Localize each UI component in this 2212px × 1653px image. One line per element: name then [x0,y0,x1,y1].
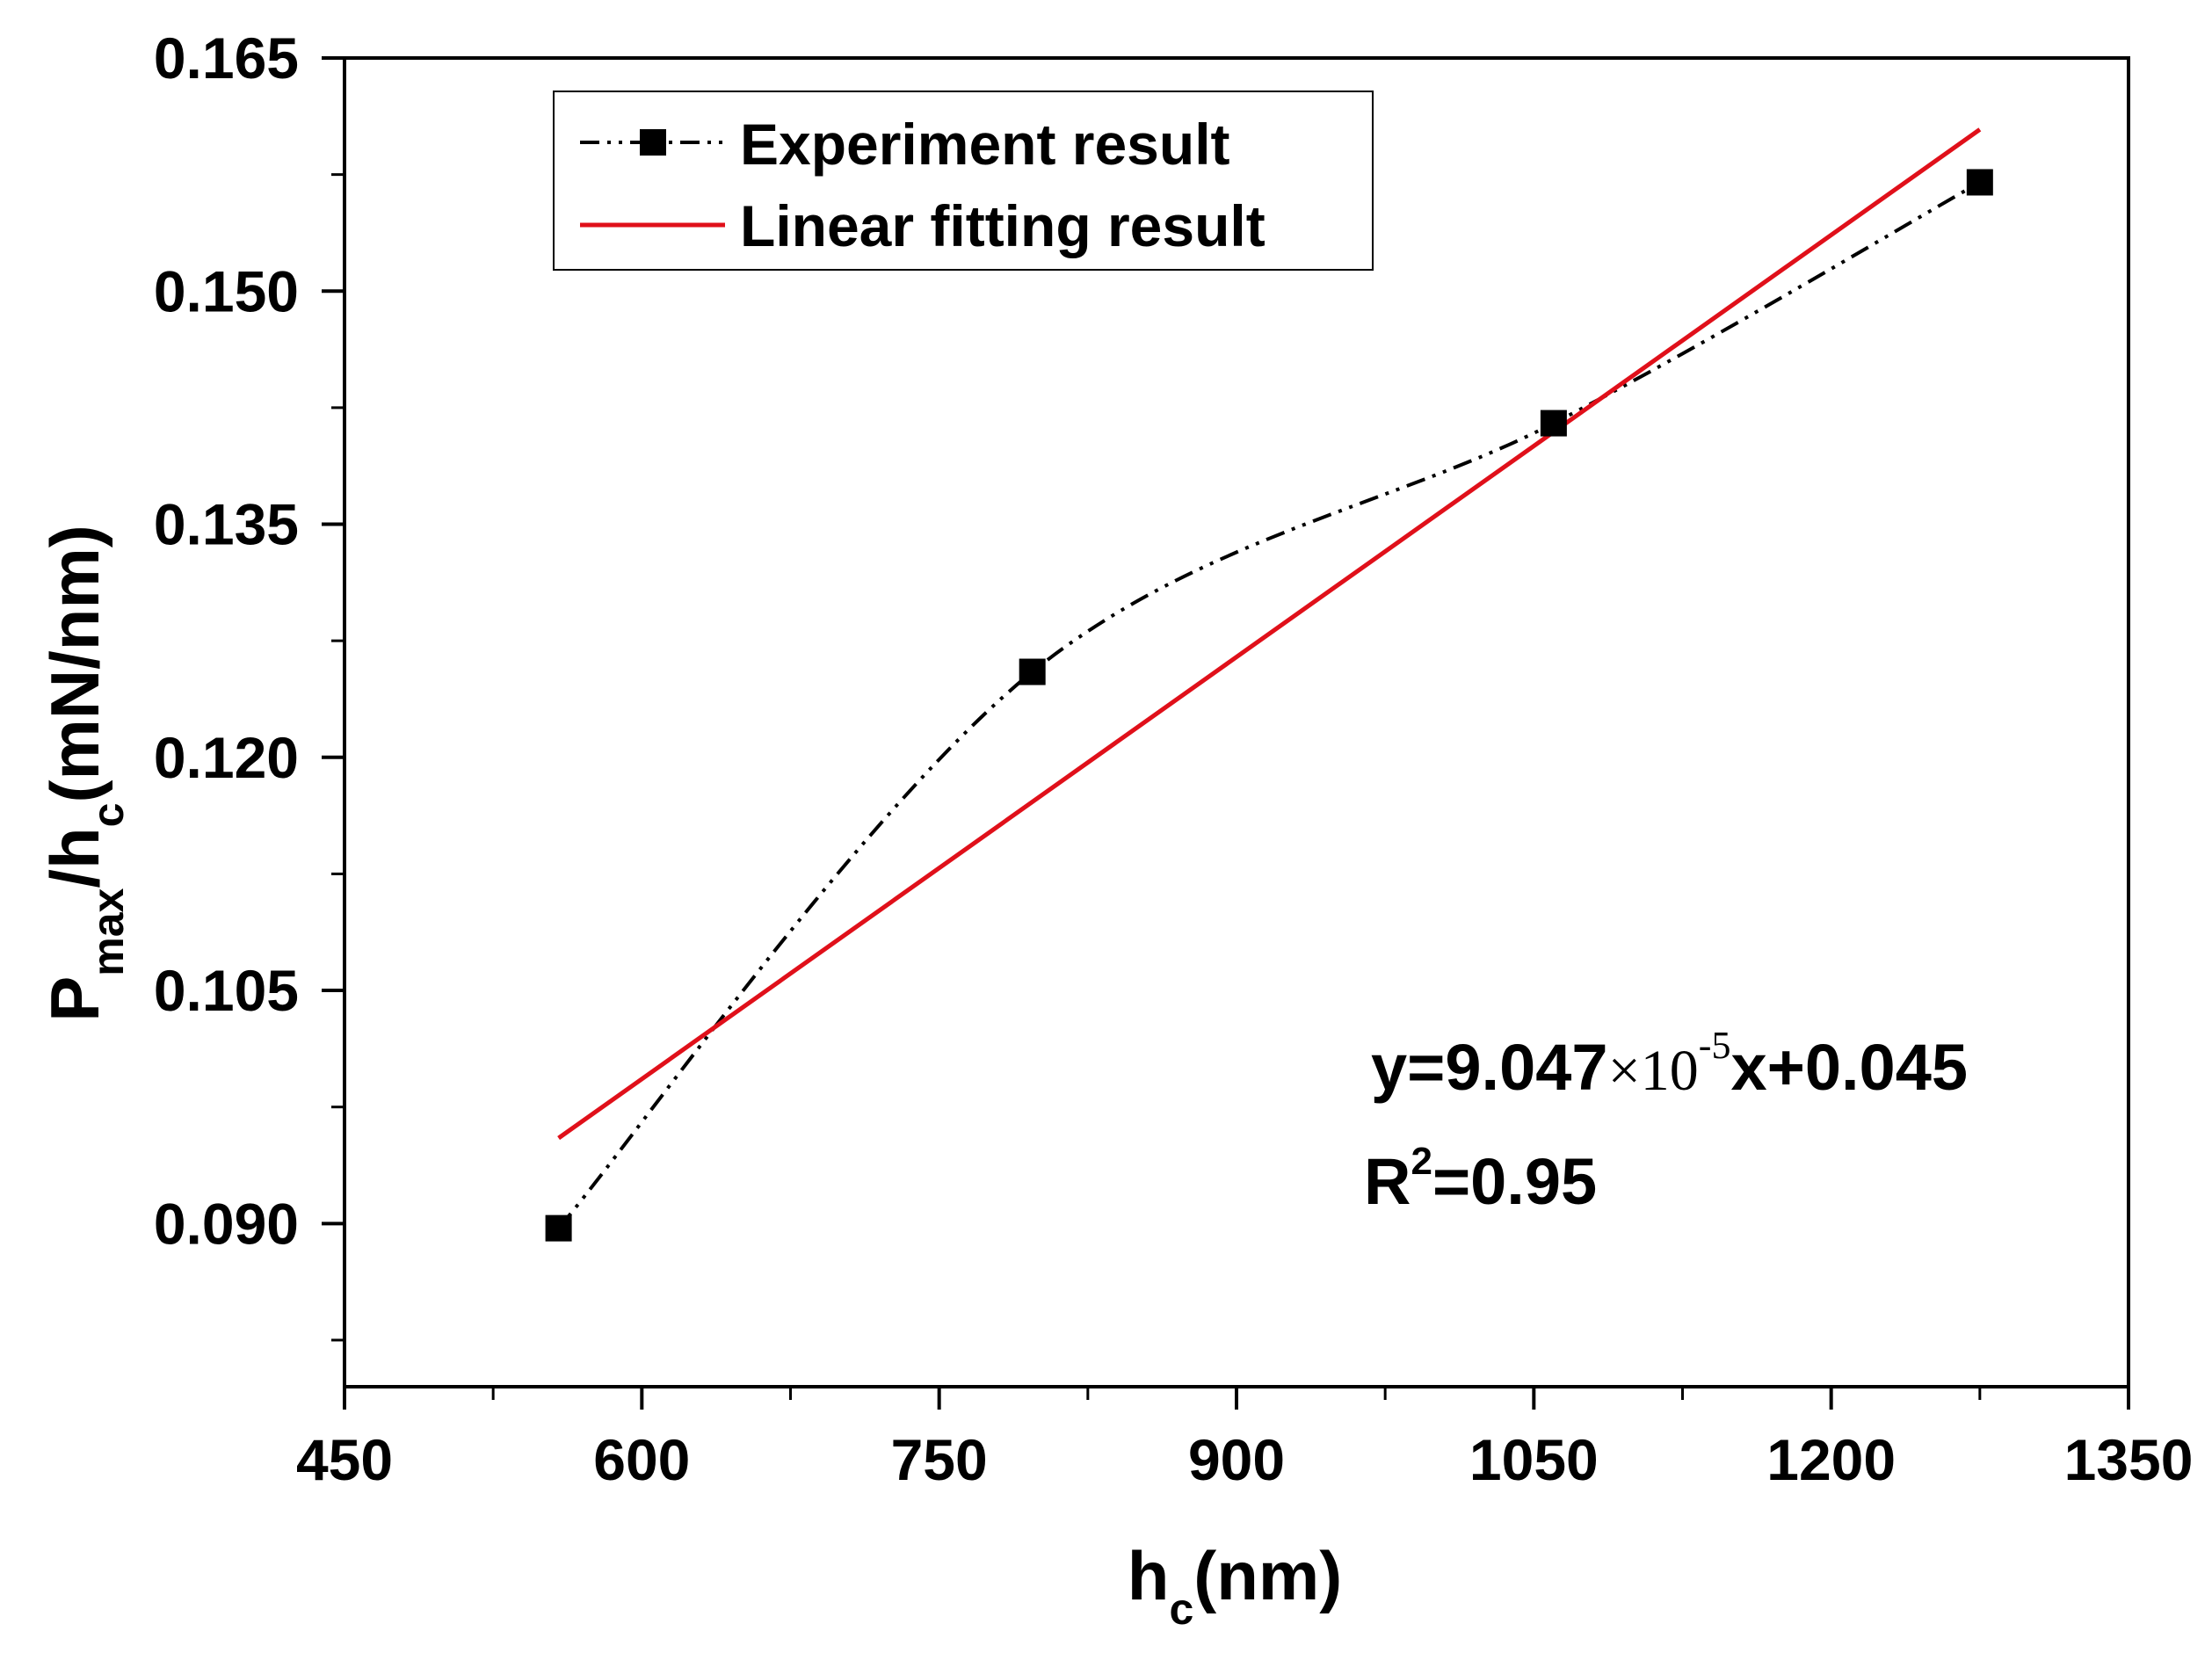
experiment-point [1540,410,1567,437]
legend: Experiment result Linear fitting result [553,91,1374,271]
experiment-curve [557,180,1981,1229]
y-tick-label: 0.090 [154,1191,299,1256]
y-tick-label: 0.135 [154,492,299,557]
experiment-point [545,1214,572,1242]
y-axis-label: Pmax/hc(mN/nm) [36,525,133,1022]
x-tick-label: 750 [891,1427,988,1492]
x-tick-label: 450 [296,1427,393,1492]
y-tick-label: 0.105 [154,958,299,1023]
fit-equation: y=9.047×10-5x+0.045 [1371,1024,1968,1104]
x-tick-label: 1200 [1766,1427,1896,1492]
series-layer [545,127,1993,1242]
x-tick-label: 1050 [1469,1427,1599,1492]
y-tick-label: 0.150 [154,258,299,323]
legend-experiment-label: Experiment result [740,112,1230,177]
x-axis-label: hc(nm) [1128,1537,1342,1634]
legend-box [553,91,1374,271]
experiment-point [1019,658,1046,685]
r-squared: R2=0.95 [1364,1140,1597,1218]
y-tick-label: 0.165 [154,25,299,91]
fit-line [557,127,1982,1141]
legend-experiment-marker [640,129,666,156]
x-tick-label: 900 [1188,1427,1285,1492]
legend-fit-label: Linear fitting result [740,193,1266,258]
y-tick-labels: 0.090 0.105 0.120 0.135 0.150 0.165 [154,25,299,1256]
x-tick-label: 600 [593,1427,690,1492]
x-tick-label: 1350 [2064,1427,2194,1492]
y-tick-label: 0.120 [154,725,299,790]
axes-ticks [322,56,2130,1410]
x-tick-labels: 450 600 750 900 1050 1200 1350 [296,1427,2193,1492]
experiment-point [1966,169,1993,196]
